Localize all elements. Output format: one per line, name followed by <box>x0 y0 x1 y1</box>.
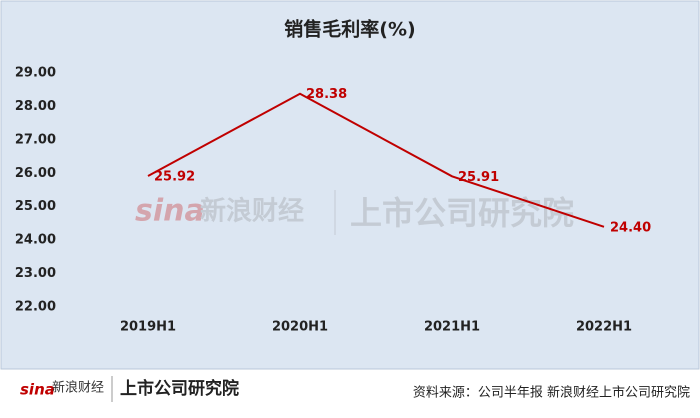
x-tick-label: 2022H1 <box>576 320 632 335</box>
chart-background <box>0 0 700 370</box>
line <box>147 92 605 228</box>
logo-institute: 上市公司研究院 <box>120 378 239 399</box>
y-tick-label: 28.00 <box>15 99 56 114</box>
y-tick-label: 29.00 <box>15 66 56 81</box>
x-tick-label: 2019H1 <box>120 320 176 335</box>
y-tick-label: 22.00 <box>15 300 56 315</box>
x-tick-label: 2021H1 <box>424 320 480 335</box>
chart-title: 销售毛利率(%) <box>284 18 415 41</box>
y-tick-label: 23.00 <box>15 266 56 281</box>
data-label: 24.40 <box>610 220 651 235</box>
y-tick-label: 24.00 <box>15 233 56 248</box>
data-label: 28.38 <box>306 87 347 102</box>
y-tick-label: 25.00 <box>15 199 56 214</box>
data-label: 25.92 <box>154 169 195 184</box>
data-label: 25.91 <box>458 170 499 185</box>
source: 资料来源：公司半年报 新浪财经上市公司研究院 <box>413 385 690 401</box>
x-tick-label: 2020H1 <box>272 320 328 335</box>
watermark-name: 新浪财经 <box>200 196 304 227</box>
logo-name: 新浪财经 <box>52 380 104 396</box>
y-tick-label: 26.00 <box>15 166 56 181</box>
watermark-sina: sina <box>135 194 205 229</box>
watermark: sina 新浪财经 上市公司研究院 <box>135 190 574 235</box>
logo-sina: sina <box>20 381 55 399</box>
watermark-institute: 上市公司研究院 <box>350 194 574 232</box>
y-tick-label: 27.00 <box>15 132 56 147</box>
